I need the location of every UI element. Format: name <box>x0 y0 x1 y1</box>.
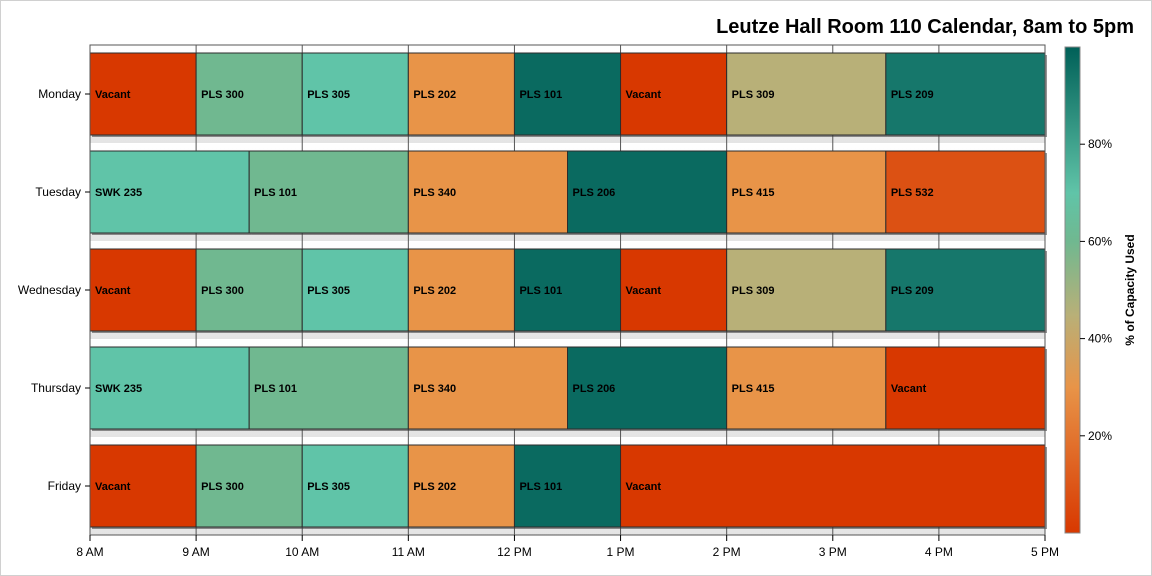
segment-label: PLS 415 <box>732 187 775 199</box>
schedule-segment <box>195 52 303 136</box>
schedule-segment <box>248 346 409 430</box>
x-tick-label: 11 AM <box>392 545 425 559</box>
schedule-segment <box>885 150 1046 234</box>
schedule-segment <box>407 52 515 136</box>
segment-label: Vacant <box>626 481 662 493</box>
segment-label: Vacant <box>95 481 131 493</box>
segment-label: PLS 209 <box>891 89 934 101</box>
segment-label: PLS 206 <box>573 383 616 395</box>
schedule-segment <box>726 346 887 430</box>
segment-label: PLS 101 <box>519 285 562 297</box>
segment-label: PLS 101 <box>519 89 562 101</box>
segment-label: PLS 101 <box>519 481 562 493</box>
x-tick-label: 8 AM <box>76 545 103 559</box>
schedule-segment <box>513 52 622 136</box>
x-tick-label: 2 PM <box>713 545 741 559</box>
segment-label: Vacant <box>891 383 927 395</box>
segment-label: PLS 202 <box>413 481 456 493</box>
schedule-segment <box>407 150 569 234</box>
segment-label: Vacant <box>95 285 131 297</box>
segment-label: Vacant <box>626 285 662 297</box>
segment-label: PLS 305 <box>307 89 350 101</box>
schedule-segment <box>620 248 728 332</box>
segment-label: SWK 235 <box>95 187 142 199</box>
y-tick-label: Wednesday <box>18 283 81 297</box>
x-tick-label: 12 PM <box>497 545 532 559</box>
segment-label: PLS 206 <box>573 187 616 199</box>
schedule-segment <box>195 248 303 332</box>
segment-label: PLS 305 <box>307 285 350 297</box>
schedule-segment <box>89 346 250 430</box>
segment-label: PLS 101 <box>254 383 297 395</box>
colorbar-tick-label: 80% <box>1088 137 1112 151</box>
schedule-segment <box>513 248 622 332</box>
segment-label: PLS 300 <box>201 285 244 297</box>
schedule-segment <box>89 52 197 136</box>
x-tick-label: 1 PM <box>607 545 635 559</box>
segment-label: PLS 101 <box>254 187 297 199</box>
schedule-segment <box>885 52 1046 136</box>
colorbar-tick-label: 40% <box>1088 332 1112 346</box>
segment-label: PLS 532 <box>891 187 934 199</box>
segment-label: SWK 235 <box>95 383 142 395</box>
schedule-segment <box>513 444 622 528</box>
y-tick-label: Friday <box>48 479 81 493</box>
chart-title: Leutze Hall Room 110 Calendar, 8am to 5p… <box>716 16 1134 38</box>
colorbar-tick-label: 20% <box>1088 429 1112 443</box>
schedule-segment <box>89 150 250 234</box>
schedule-segment <box>620 444 1046 528</box>
colorbar-gradient <box>1064 46 1081 534</box>
x-tick-label: 9 AM <box>182 545 209 559</box>
x-axis: 8 AM 9 AM 10 AM 11 AM 12 PM 1 PM 2 PM 3 PM 4 PM 5… <box>76 44 1059 559</box>
segment-label: PLS 300 <box>201 481 244 493</box>
y-tick-label: Tuesday <box>35 185 81 199</box>
y-tick-label: Monday <box>38 87 81 101</box>
segment-label: PLS 340 <box>413 383 456 395</box>
schedule-segment <box>407 248 515 332</box>
segment-label: Vacant <box>95 89 131 101</box>
segment-label: PLS 202 <box>413 285 456 297</box>
segment-label: PLS 309 <box>732 89 775 101</box>
schedule-segment <box>567 346 728 430</box>
segment-label: PLS 309 <box>732 285 775 297</box>
schedule-segment <box>567 150 728 234</box>
segment-label: PLS 202 <box>413 89 456 101</box>
y-tick-label: Thursday <box>31 381 81 395</box>
schedule-segment <box>301 248 409 332</box>
x-tick-label: 4 PM <box>925 545 953 559</box>
colorbar: 20% 40% 60% 80% % of Capacity Used <box>1064 46 1137 534</box>
schedule-segment <box>885 346 1046 430</box>
x-tick-label: 10 AM <box>285 545 319 559</box>
colorbar-tick-label: 60% <box>1088 234 1112 248</box>
segments-layer: Vacant PLS 300 PLS 305 PLS 202 PLS 101 Vacant… <box>89 52 1047 529</box>
schedule-segment <box>301 444 409 528</box>
schedule-segment <box>248 150 409 234</box>
schedule-segment <box>195 444 303 528</box>
schedule-segment <box>726 248 887 332</box>
segment-label: PLS 305 <box>307 481 350 493</box>
schedule-segment <box>620 52 728 136</box>
schedule-segment <box>407 444 515 528</box>
schedule-segment <box>89 444 197 528</box>
x-tick-label: 5 PM <box>1031 545 1059 559</box>
segment-label: PLS 300 <box>201 89 244 101</box>
x-tick-label: 3 PM <box>819 545 847 559</box>
schedule-segment <box>726 150 887 234</box>
y-axis: Monday Tuesday Wednesday Thursday Friday <box>18 87 90 493</box>
schedule-segment <box>407 346 569 430</box>
segment-label: Vacant <box>626 89 662 101</box>
schedule-segment <box>726 52 887 136</box>
segment-label: PLS 209 <box>891 285 934 297</box>
colorbar-label: % of Capacity Used <box>1123 234 1137 345</box>
segment-label: PLS 340 <box>413 187 456 199</box>
segment-label: PLS 415 <box>732 383 775 395</box>
